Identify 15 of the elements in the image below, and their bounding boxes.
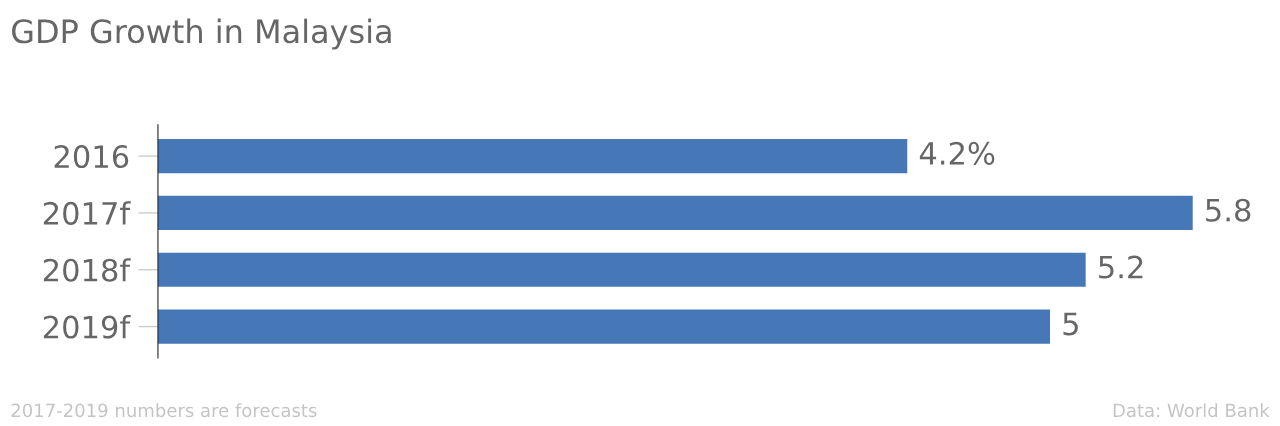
bar — [157, 195, 1193, 230]
data-label: 5.8 — [1206, 198, 1251, 222]
y-tick-label: 2016 — [54, 145, 129, 169]
data-label: 4.2% — [919, 141, 995, 165]
text: Data: World Bank — [1113, 403, 1270, 418]
bar — [157, 309, 1050, 344]
bar — [157, 139, 908, 174]
y-tick-label: 2018f — [43, 258, 131, 282]
y-tick-label: 2017f — [43, 201, 131, 225]
data-label: 5.2 — [1099, 255, 1143, 279]
y-tick-label: 2019f — [43, 314, 131, 339]
chart-title: GDP Growth in Malaysia — [12, 18, 391, 50]
bar — [157, 252, 1086, 287]
data-label: 5 — [1063, 312, 1078, 336]
text: 2017-2019 numbers are forecasts — [11, 403, 317, 418]
